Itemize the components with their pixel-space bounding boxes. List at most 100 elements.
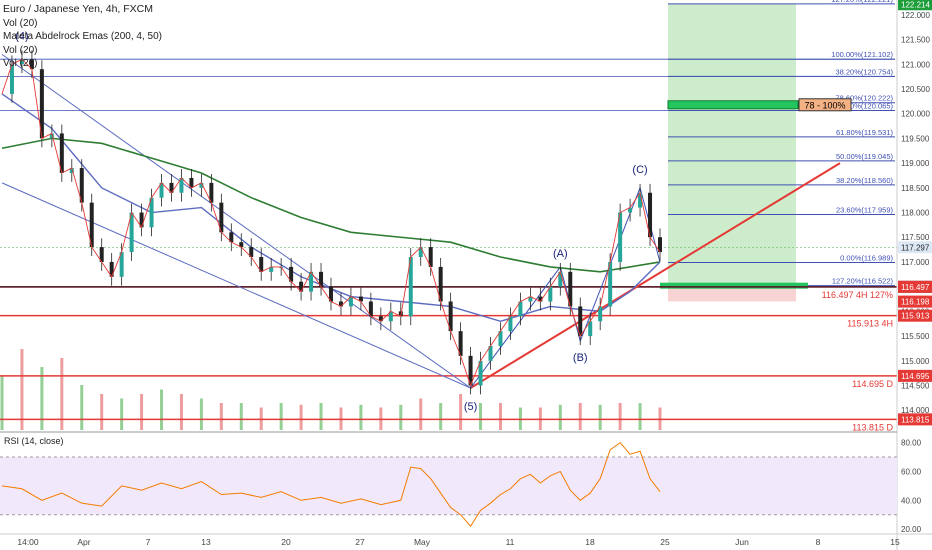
volume-bar xyxy=(419,398,423,430)
candle-body xyxy=(289,266,294,282)
chart-legend: Euro / Japanese Yen, 4h, FXCM Vol (20) M… xyxy=(3,3,162,71)
price-tag: 113.815 xyxy=(901,415,930,424)
candle-body xyxy=(568,271,573,307)
volume-bar xyxy=(319,403,323,430)
volume-bar xyxy=(558,404,562,430)
candle-body xyxy=(338,301,343,307)
fib-label: 50.00%(119.045) xyxy=(836,152,893,161)
volume-bar xyxy=(498,403,502,430)
stop-zone xyxy=(668,285,796,302)
price-tick: 119.000 xyxy=(901,159,930,168)
level-label: 114.695 D xyxy=(852,379,893,389)
price-tag-bg xyxy=(898,295,932,308)
time-tick: 27 xyxy=(355,537,365,547)
indicator-0[interactable]: Vol (20) xyxy=(3,17,38,29)
candle-body xyxy=(29,59,34,70)
volume-bar xyxy=(60,358,64,430)
price-tag: 116.497 xyxy=(901,283,930,292)
candle-body xyxy=(259,257,264,272)
candle-body xyxy=(9,64,14,94)
indicator-1[interactable]: Maleta Abdelrock Emas (200, 4, 50) xyxy=(3,31,162,42)
candle-body xyxy=(418,247,423,258)
candle-body xyxy=(159,182,164,198)
price-tag-bg xyxy=(898,413,932,426)
candle-body xyxy=(518,301,523,317)
volume-bar xyxy=(160,389,164,430)
volume-bar xyxy=(439,403,443,430)
candle-body xyxy=(189,177,194,188)
volume-bar xyxy=(279,403,283,430)
candle-body xyxy=(538,296,543,302)
volume-bar xyxy=(479,403,483,430)
volume-bar xyxy=(618,403,622,430)
candle-body xyxy=(588,321,593,337)
candle-body xyxy=(638,192,643,208)
candle-body xyxy=(79,168,84,203)
candle-body xyxy=(368,301,373,317)
wave-label: (5) xyxy=(464,401,477,413)
candle-body xyxy=(199,182,204,188)
fib-label: 127.20%(122.221) xyxy=(831,0,893,4)
candle-body xyxy=(229,232,234,243)
volume-bar xyxy=(40,367,44,430)
price-tag-bg xyxy=(898,0,932,11)
rsi-band xyxy=(0,457,897,515)
volume-bar xyxy=(578,403,582,430)
rsi-tick: 60.00 xyxy=(901,467,922,476)
candle-body xyxy=(498,331,503,346)
volume-bar xyxy=(299,404,303,430)
price-tick: 117.500 xyxy=(901,233,930,242)
indicator-2[interactable]: Vol (20) xyxy=(3,44,38,56)
candle-body xyxy=(408,257,413,317)
price-tick: 114.500 xyxy=(901,382,930,391)
volume-bar xyxy=(399,404,403,430)
volume-bar xyxy=(239,403,243,430)
volume-bar xyxy=(20,349,24,430)
price-tick: 117.000 xyxy=(901,258,930,267)
time-tick: 11 xyxy=(506,537,515,547)
time-tick: 14:00 xyxy=(17,537,39,547)
entry-bar xyxy=(660,282,808,289)
candle-body xyxy=(249,247,254,258)
candle-body xyxy=(348,296,353,307)
level-label: 113.815 D xyxy=(852,422,893,432)
candle-body xyxy=(448,301,453,332)
time-tick: Jun xyxy=(735,537,749,547)
volume-bar xyxy=(598,404,602,430)
candle-body xyxy=(618,212,623,262)
volume-bar xyxy=(219,403,223,430)
candle-body xyxy=(488,345,493,361)
price-line xyxy=(1,58,661,387)
target-box xyxy=(798,98,852,112)
candle-body xyxy=(388,311,393,322)
candle-body xyxy=(508,316,513,332)
candle-body xyxy=(119,252,124,277)
candle-body xyxy=(548,286,553,302)
ema-200-line xyxy=(1,137,661,273)
price-tick: 121.500 xyxy=(901,36,930,45)
price-tick: 115.000 xyxy=(901,357,930,366)
candle-body xyxy=(558,271,563,287)
price-tag: 116.198 xyxy=(901,298,930,307)
rsi-tick: 20.00 xyxy=(901,525,922,534)
volume-bar xyxy=(0,376,4,430)
fib-label: 61.80%(119.531) xyxy=(836,128,893,137)
channel-line-lower xyxy=(1,182,471,389)
rsi-line xyxy=(1,441,661,528)
candle-body xyxy=(329,286,333,302)
indicator-3[interactable]: Vol (20) xyxy=(3,58,38,69)
candle-body xyxy=(269,266,274,272)
support-trendline xyxy=(470,162,841,389)
volume-bar xyxy=(80,385,84,430)
wave-label: (4) xyxy=(15,31,28,43)
time-tick: 15 xyxy=(890,537,900,547)
fib-label: 38.20%(120.754) xyxy=(835,67,893,76)
chart-title: Euro / Japanese Yen, 4h, FXCM xyxy=(3,3,154,15)
price-tag: 117.297 xyxy=(901,243,930,252)
candle-body xyxy=(658,237,662,253)
candle-body xyxy=(468,355,473,386)
target-box-label: 78 - 100% xyxy=(804,100,845,110)
volume-bar xyxy=(100,394,104,430)
